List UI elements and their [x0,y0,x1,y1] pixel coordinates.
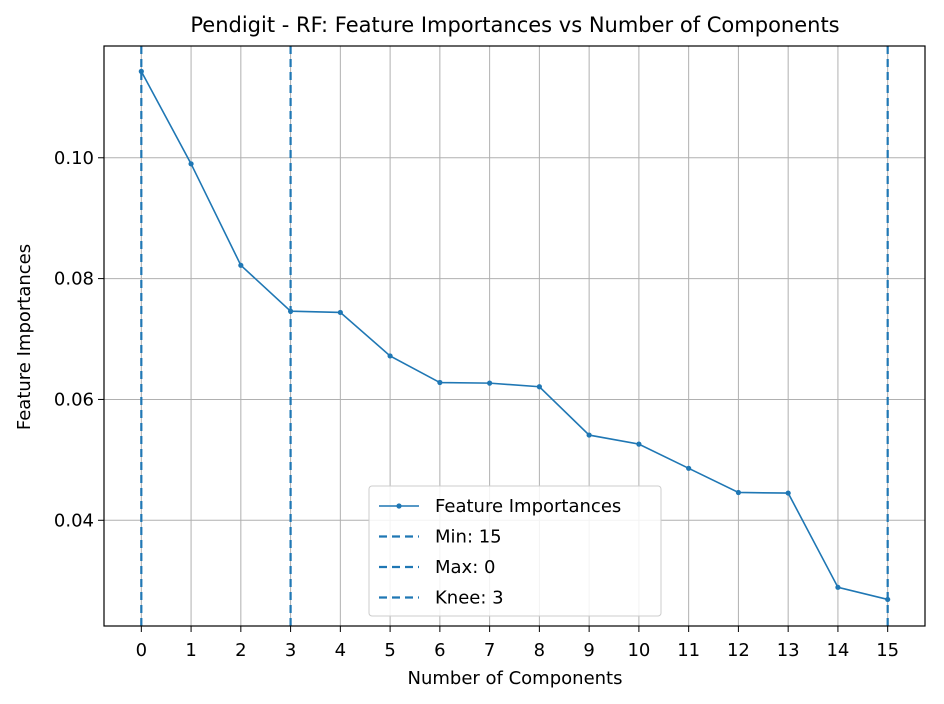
x-tick-label: 4 [335,640,346,661]
y-tick-label: 0.06 [54,389,94,410]
data-point [735,489,742,496]
data-point [437,379,443,386]
legend-box [368,485,662,617]
plot-frame [103,45,926,627]
data-point [138,68,144,74]
x-tick-label: 7 [484,640,495,661]
x-tick-label: 8 [534,640,545,661]
x-tick-label: 0 [136,640,147,661]
data-point [188,161,194,167]
data-point [536,384,542,390]
y-tick-label: 0.10 [54,148,94,169]
data-point [238,262,244,268]
chart-title: Pendigit - RF: Feature Importances vs Nu… [190,13,839,37]
data-point [636,441,642,447]
y-tick-label: 0.04 [54,510,94,531]
series-layer [138,68,891,603]
legend-marker-icon [396,503,402,509]
legend-label: Feature Importances [435,496,621,517]
x-tick-label: 1 [185,640,196,661]
x-tick-label: 3 [285,640,296,661]
series-line [140,70,888,601]
data-point [686,465,692,471]
data-point [835,584,841,590]
data-point [885,596,891,603]
legend-label: Knee: 3 [435,588,504,609]
x-tick-label: 11 [677,640,700,661]
x-tick-label: 14 [826,640,849,661]
data-point [785,490,791,496]
x-tick-label: 5 [384,640,395,661]
y-axis-ticks: 0.04 0.06 0.08 0.10 [54,148,104,531]
x-axis-ticks: 0 1 2 3 4 5 6 7 8 9 10 11 12 13 14 15 [136,626,899,661]
x-axis-label: Number of Components [408,668,623,689]
data-point [387,353,393,359]
x-tick-label: 12 [727,640,750,661]
x-tick-label: 9 [583,640,594,661]
x-tick-label: 6 [434,640,445,661]
legend: Feature Importances Min: 15 Max: 0 Knee: 3 [368,485,662,617]
x-tick-label: 10 [627,640,650,661]
data-point [287,308,294,314]
y-axis-label: Feature Importances [14,244,35,430]
x-tick-label: 2 [235,640,246,661]
y-tick-label: 0.08 [54,269,94,290]
data-point [586,432,592,438]
legend-label: Max: 0 [435,557,495,578]
reference-lines [140,46,889,626]
x-tick-label: 15 [876,640,899,661]
data-point [487,380,493,386]
data-point [337,309,343,316]
x-tick-label: 13 [777,640,800,661]
legend-label: Min: 15 [435,527,502,548]
